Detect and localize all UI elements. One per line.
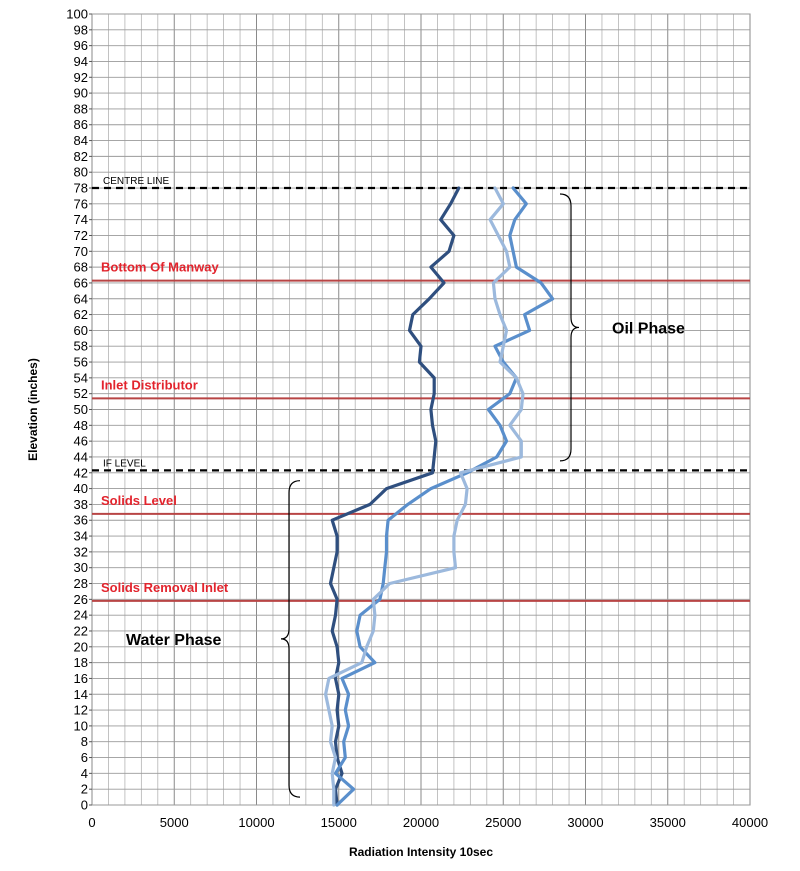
water-phase-label: Water Phase xyxy=(126,632,222,649)
x-tick-label: 20000 xyxy=(403,815,439,830)
y-tick-label: 32 xyxy=(74,544,88,559)
water-phase-brace xyxy=(280,480,301,798)
y-tick-label: 94 xyxy=(74,54,88,69)
x-tick-label: 5000 xyxy=(160,815,189,830)
x-tick-label: 0 xyxy=(88,815,95,830)
y-tick-label: 96 xyxy=(74,38,88,53)
oil-phase-label: Oil Phase xyxy=(612,320,685,337)
y-tick-label: 18 xyxy=(74,655,88,670)
y-tick-label: 36 xyxy=(74,513,88,528)
y-tick-label: 2 xyxy=(81,782,88,797)
oil-phase-brace xyxy=(559,193,580,462)
y-tick-label: 30 xyxy=(74,560,88,575)
y-tick-label: 26 xyxy=(74,592,88,607)
y-tick-label: 14 xyxy=(74,687,88,702)
y-tick-label: 12 xyxy=(74,703,88,718)
x-tick-label: 25000 xyxy=(485,815,521,830)
x-tick-label: 40000 xyxy=(732,815,768,830)
y-tick-label: 64 xyxy=(74,291,88,306)
series-line-2 xyxy=(333,186,555,807)
y-tick-label: 88 xyxy=(74,101,88,116)
y-tick-label: 10 xyxy=(74,718,88,733)
y-tick-label: 6 xyxy=(81,750,88,765)
reference-label: Solids Level xyxy=(101,493,177,508)
phase-brackets xyxy=(280,193,580,798)
y-tick-label: 40 xyxy=(74,481,88,496)
y-tick-label: 70 xyxy=(74,244,88,259)
series-lines xyxy=(324,186,555,807)
x-tick-label: 30000 xyxy=(567,815,603,830)
y-tick-label: 80 xyxy=(74,165,88,180)
y-tick-label: 86 xyxy=(74,117,88,132)
y-tick-label: 100 xyxy=(66,7,88,22)
y-tick-label: 76 xyxy=(74,196,88,211)
y-tick-label: 0 xyxy=(81,798,88,813)
x-axis-title: Radiation Intensity 10sec xyxy=(349,845,493,859)
y-tick-label: 28 xyxy=(74,576,88,591)
reference-label: Solids Removal Inlet xyxy=(101,580,229,595)
tick-labels: 0246810121416182022242628303234363840424… xyxy=(66,7,768,831)
y-tick-label: 52 xyxy=(74,386,88,401)
y-tick-label: 48 xyxy=(74,418,88,433)
y-tick-label: 20 xyxy=(74,639,88,654)
y-tick-label: 92 xyxy=(74,70,88,85)
y-tick-label: 56 xyxy=(74,355,88,370)
y-tick-label: 4 xyxy=(81,766,88,781)
x-tick-label: 15000 xyxy=(321,815,357,830)
reference-label: Bottom Of Manway xyxy=(101,260,219,275)
y-tick-label: 34 xyxy=(74,529,88,544)
reference-label: Inlet Distributor xyxy=(101,377,198,392)
series-line-1 xyxy=(328,186,461,807)
y-tick-label: 98 xyxy=(74,22,88,37)
y-tick-label: 68 xyxy=(74,260,88,275)
reference-label: IF LEVEL xyxy=(103,458,146,469)
y-axis-title: Elevation (inches) xyxy=(26,358,40,461)
y-tick-label: 58 xyxy=(74,339,88,354)
y-tick-label: 72 xyxy=(74,228,88,243)
y-tick-label: 24 xyxy=(74,608,88,623)
y-tick-label: 16 xyxy=(74,671,88,686)
y-tick-label: 90 xyxy=(74,86,88,101)
labels: Radiation Intensity 10sec Elevation (inch… xyxy=(26,176,685,859)
y-tick-label: 60 xyxy=(74,323,88,338)
x-tick-label: 10000 xyxy=(238,815,274,830)
y-tick-label: 50 xyxy=(74,402,88,417)
y-tick-label: 78 xyxy=(74,181,88,196)
y-tick-label: 46 xyxy=(74,434,88,449)
reference-label: CENTRE LINE xyxy=(103,176,169,187)
y-tick-label: 42 xyxy=(74,465,88,480)
y-tick-label: 22 xyxy=(74,623,88,638)
y-tick-label: 38 xyxy=(74,497,88,512)
reference-lines xyxy=(92,186,750,602)
y-tick-label: 62 xyxy=(74,307,88,322)
y-tick-label: 82 xyxy=(74,149,88,164)
y-tick-label: 66 xyxy=(74,275,88,290)
x-tick-label: 35000 xyxy=(650,815,686,830)
y-tick-label: 54 xyxy=(74,370,88,385)
grid xyxy=(91,13,751,806)
series-line-3 xyxy=(324,186,525,807)
y-tick-label: 84 xyxy=(74,133,88,148)
y-tick-label: 8 xyxy=(81,734,88,749)
y-tick-label: 74 xyxy=(74,212,88,227)
y-tick-label: 44 xyxy=(74,449,88,464)
